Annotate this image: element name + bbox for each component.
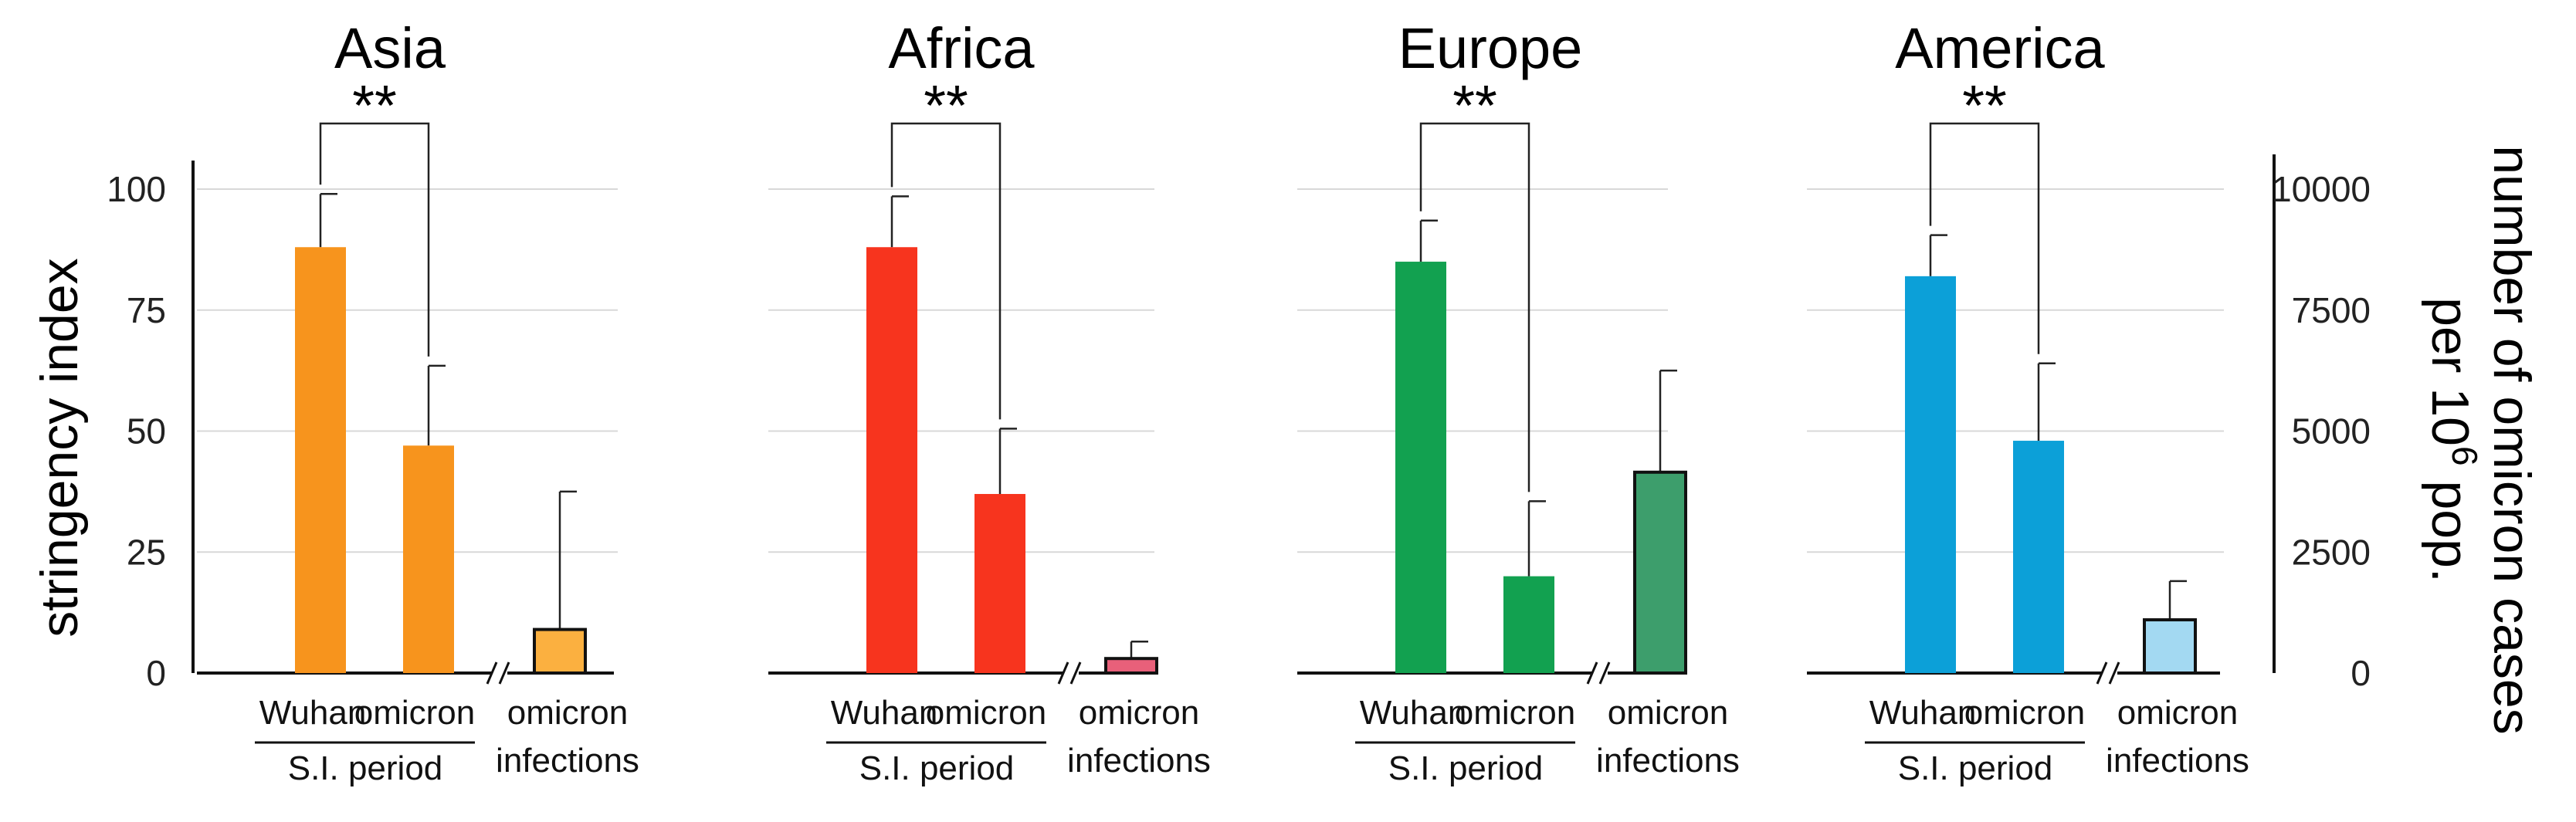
significance-bracket bbox=[319, 122, 430, 357]
bar-omicron-infections bbox=[533, 627, 587, 675]
significance-bracket bbox=[1929, 122, 2040, 354]
right-tick-label: 10000 bbox=[2272, 169, 2371, 209]
significance-bracket bbox=[890, 122, 1002, 420]
right-tick-label: 7500 bbox=[2292, 290, 2371, 330]
significance-marker: ** bbox=[352, 73, 397, 137]
axis-break-mark bbox=[1057, 661, 1069, 685]
axis-break-mark bbox=[1598, 661, 1611, 685]
category-label-omicron: omicron bbox=[1455, 694, 1576, 732]
category-label-wuhan: Wuhan bbox=[1360, 694, 1467, 732]
panel-title: Asia bbox=[334, 16, 446, 80]
left-axis-title: stringency index bbox=[30, 258, 89, 637]
bar-omicron-infections bbox=[1633, 470, 1687, 675]
period-group-label: S.I. period bbox=[1898, 749, 2053, 787]
right-axis: number of omicron cases per 106 pop. 0 25… bbox=[2272, 145, 2541, 734]
right-axis-title-line2: per 106 pop. bbox=[2421, 297, 2485, 583]
panel-title: America bbox=[1895, 16, 2105, 80]
left-tick-label: 0 bbox=[146, 653, 166, 693]
right-tick-label: 5000 bbox=[2292, 411, 2371, 452]
bar-omicron-infections bbox=[1104, 657, 1158, 675]
bar-omicron bbox=[2013, 441, 2064, 673]
bar-wuhan bbox=[1905, 276, 1956, 673]
category-label-infections-line2: infections bbox=[1067, 742, 1211, 780]
axis-break-mark bbox=[1586, 661, 1598, 685]
category-label-wuhan: Wuhan bbox=[259, 694, 367, 732]
bar-wuhan bbox=[1395, 262, 1446, 673]
category-label-infections-line1: omicron bbox=[1608, 694, 1729, 732]
left-tick-label: 75 bbox=[127, 290, 166, 330]
category-label-omicron: omicron bbox=[1964, 694, 2086, 732]
right-tick-label: 0 bbox=[2351, 653, 2371, 693]
bar-omicron-infections bbox=[2143, 618, 2197, 675]
bar-wuhan bbox=[866, 247, 917, 673]
significance-bracket bbox=[1419, 122, 1530, 492]
axis-break-mark bbox=[498, 661, 510, 685]
bar-omicron bbox=[974, 494, 1025, 673]
category-label-omicron: omicron bbox=[926, 694, 1047, 732]
bar-wuhan bbox=[295, 247, 346, 673]
category-label-wuhan: Wuhan bbox=[831, 694, 938, 732]
category-label-infections-line2: infections bbox=[496, 742, 639, 780]
category-label-infections-line1: omicron bbox=[507, 694, 629, 732]
category-label-omicron: omicron bbox=[354, 694, 476, 732]
right-tick-label: 2500 bbox=[2292, 532, 2371, 572]
category-label-infections-line2: infections bbox=[2106, 742, 2249, 780]
left-tick-label: 100 bbox=[107, 169, 166, 209]
axis-break-mark bbox=[1069, 661, 1082, 685]
significance-marker: ** bbox=[924, 73, 968, 137]
category-label-infections-line2: infections bbox=[1596, 742, 1740, 780]
period-group-label: S.I. period bbox=[288, 749, 443, 787]
left-tick-label: 25 bbox=[127, 532, 166, 572]
panel-title: Africa bbox=[888, 16, 1035, 80]
left-axis: stringency index 0 25 50 75 100 bbox=[30, 161, 195, 693]
right-axis-title-suffix: pop. bbox=[2421, 466, 2479, 583]
right-axis-title-superscript: 6 bbox=[2445, 446, 2485, 466]
left-tick-label: 50 bbox=[127, 411, 166, 452]
axis-break-mark bbox=[2108, 661, 2120, 685]
axis-break-mark bbox=[486, 661, 498, 685]
significance-marker: ** bbox=[1962, 73, 2007, 137]
period-group-label: S.I. period bbox=[1388, 749, 1544, 787]
right-axis-title-line1: number of omicron cases bbox=[2483, 145, 2541, 734]
category-label-infections-line1: omicron bbox=[1079, 694, 1200, 732]
axis-break-mark bbox=[2096, 661, 2108, 685]
category-label-infections-line1: omicron bbox=[2117, 694, 2239, 732]
category-label-wuhan: Wuhan bbox=[1869, 694, 1977, 732]
panel-title: Europe bbox=[1398, 16, 1583, 80]
bar-omicron bbox=[1503, 576, 1554, 673]
significance-marker: ** bbox=[1452, 73, 1497, 137]
bar-omicron bbox=[403, 445, 454, 673]
period-group-label: S.I. period bbox=[859, 749, 1015, 787]
right-axis-title-prefix: per 10 bbox=[2421, 297, 2479, 446]
